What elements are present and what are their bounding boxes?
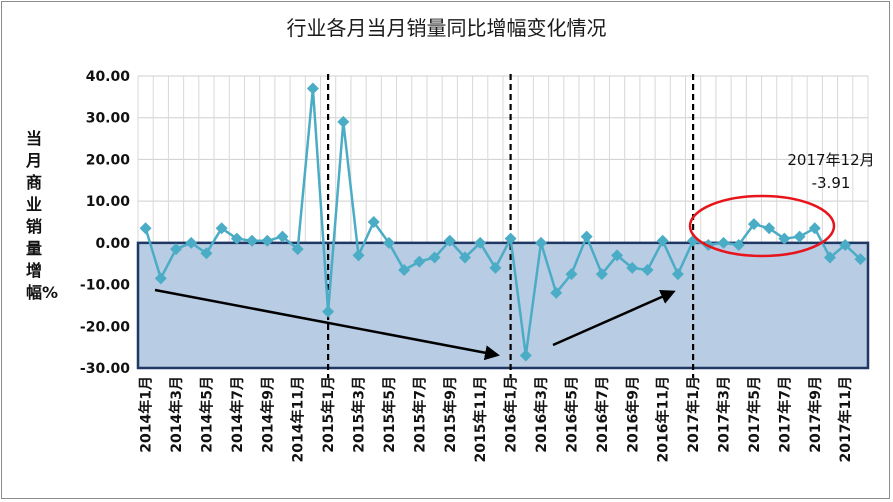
trend-arrow-down <box>154 288 500 361</box>
data-point <box>732 238 745 251</box>
data-point <box>200 247 213 260</box>
data-point <box>413 255 426 268</box>
x-tick-label: 2017年9月 <box>807 376 824 453</box>
data-point <box>306 82 319 95</box>
x-tick-label: 2017年5月 <box>746 376 763 453</box>
x-tick-label: 2015年7月 <box>411 376 428 453</box>
annotation-label-value: -3.91 <box>812 174 851 192</box>
data-point <box>246 234 259 247</box>
data-point <box>382 236 395 249</box>
data-point <box>626 261 639 274</box>
x-tick-label: 2014年5月 <box>198 376 215 453</box>
data-point <box>580 230 593 243</box>
x-tick-label: 2016年7月 <box>594 376 611 453</box>
x-tick-label: 2017年1月 <box>685 376 702 453</box>
data-point <box>641 263 654 276</box>
year-dividers <box>327 74 695 378</box>
data-point <box>185 236 198 249</box>
data-point <box>154 272 167 285</box>
data-point <box>671 268 684 281</box>
data-point <box>778 232 791 245</box>
data-point <box>170 243 183 256</box>
chart-title: 行业各月当月销量同比增幅变化情况 <box>286 16 607 40</box>
x-tick-label: 2014年7月 <box>229 376 246 453</box>
data-point <box>276 230 289 243</box>
y-tick-label: -20.00 <box>80 319 130 335</box>
data-point <box>763 222 776 235</box>
x-tick-label: 2016年1月 <box>503 376 520 453</box>
data-point <box>595 268 608 281</box>
x-tick-label: 2014年1月 <box>138 376 155 453</box>
data-point <box>535 236 548 249</box>
data-point <box>291 243 304 256</box>
data-point <box>139 222 152 235</box>
x-tick-label: 2014年9月 <box>259 376 276 453</box>
data-point <box>611 249 624 262</box>
data-point <box>504 232 517 245</box>
data-point <box>458 251 471 264</box>
data-point <box>474 236 487 249</box>
y-tick-label: 10.00 <box>86 194 131 210</box>
y-tick-label: 30.00 <box>86 111 131 127</box>
highlight-circle <box>688 194 836 258</box>
data-point <box>717 236 730 249</box>
x-tick-label: 2016年3月 <box>533 376 550 453</box>
y-axis-label: 当月商业销量增幅% <box>26 129 59 302</box>
data-point <box>550 286 563 299</box>
x-tick-label: 2014年11月 <box>290 376 307 462</box>
data-point <box>443 234 456 247</box>
data-point <box>656 234 669 247</box>
data-point <box>230 232 243 245</box>
x-tick-label: 2014年3月 <box>168 376 185 453</box>
y-tick-label: 20.00 <box>86 152 131 168</box>
trend-arrows <box>154 288 676 361</box>
x-tick-label: 2017年3月 <box>716 376 733 453</box>
x-tick-label: 2016年9月 <box>624 376 641 453</box>
data-point <box>565 268 578 281</box>
trend-arrow-up <box>552 289 676 347</box>
negative-region-fill <box>136 241 870 370</box>
x-tick-label: 2016年11月 <box>655 376 672 462</box>
x-tick-label: 2017年11月 <box>837 376 854 462</box>
data-point <box>428 251 441 264</box>
x-tick-label: 2017年7月 <box>776 376 793 453</box>
y-tick-label: -10.00 <box>80 278 130 294</box>
data-point <box>322 305 335 318</box>
y-tick-label: 0.00 <box>95 236 130 252</box>
data-point <box>398 263 411 276</box>
data-point <box>808 222 821 235</box>
data-point <box>337 115 350 128</box>
data-point <box>793 230 806 243</box>
data-point <box>519 349 532 362</box>
x-tick-label: 2015年9月 <box>442 376 459 453</box>
data-point <box>367 216 380 228</box>
y-tick-labels: 40.00 30.00 20.00 10.00 0.00 -10.00 -20.00 -30.… <box>80 69 130 377</box>
annotation-label-date: 2017年12月 <box>787 151 874 169</box>
y-tick-label: -30.00 <box>80 361 130 377</box>
data-point <box>489 261 502 274</box>
data-point <box>261 234 274 247</box>
x-tick-labels: 2014年1月 2014年3月 2014年5月 2014年7月 2014年9月 2014年… <box>138 376 855 462</box>
x-tick-label: 2015年11月 <box>472 376 489 462</box>
data-point <box>839 238 852 251</box>
data-point <box>854 253 867 266</box>
data-point <box>823 251 836 264</box>
x-tick-label: 2015年3月 <box>351 376 368 453</box>
x-tick-label: 2016年5月 <box>563 376 580 453</box>
data-point <box>747 218 760 231</box>
data-point <box>352 249 365 262</box>
y-tick-label: 40.00 <box>86 69 131 85</box>
x-tick-label: 2015年5月 <box>381 376 398 453</box>
data-point <box>215 222 228 235</box>
x-tick-label: 2015年1月 <box>320 376 337 453</box>
